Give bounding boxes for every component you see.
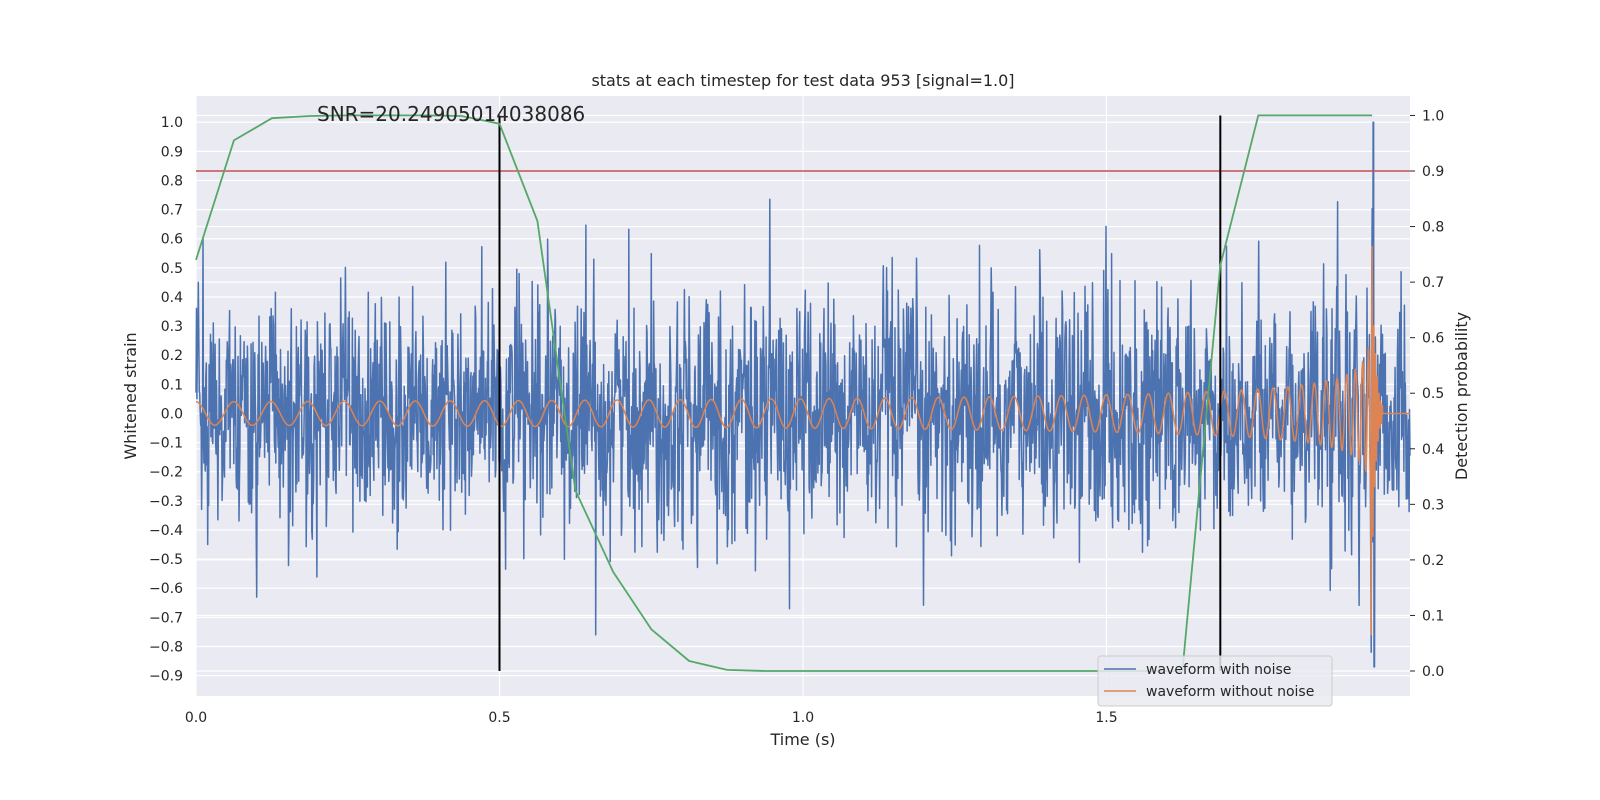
legend-label-noise: waveform with noise bbox=[1146, 662, 1291, 678]
y-tick-label: −0.2 bbox=[149, 465, 183, 481]
y2-tick-label: 1.0 bbox=[1422, 108, 1444, 124]
y2-axis-label: Detection probability bbox=[1452, 312, 1471, 480]
y2-tick-label: 0.2 bbox=[1422, 553, 1444, 569]
y2-tick-label: 0.4 bbox=[1422, 442, 1444, 458]
y-tick-label: −0.8 bbox=[149, 639, 183, 655]
y2-tick-label: 0.9 bbox=[1422, 164, 1444, 180]
y2-tick-label: 0.8 bbox=[1422, 220, 1444, 236]
y-tick-label: 0.4 bbox=[161, 290, 183, 306]
x-tick-label: 0.0 bbox=[185, 710, 207, 726]
y-tick-label: 0.9 bbox=[161, 144, 183, 160]
y-axis-label: Whitened strain bbox=[121, 332, 140, 459]
y2-tick-label: 0.7 bbox=[1422, 275, 1444, 291]
y2-tick-label: 0.3 bbox=[1422, 497, 1444, 513]
y-tick-label: 0.2 bbox=[161, 348, 183, 364]
y-tick-label: −0.7 bbox=[149, 610, 183, 626]
y-tick-label: 1.0 bbox=[161, 115, 183, 131]
ticks: 0.0 0.5 1.0 1.5 1.0 0.9 0.8 0.7 0.6 0.5 0.4 0.3 0.2 0… bbox=[149, 108, 1444, 726]
y2-tick-label: 0.0 bbox=[1422, 664, 1444, 680]
y-tick-label: 0.7 bbox=[161, 203, 183, 219]
x-tick-label: 1.0 bbox=[792, 710, 814, 726]
markers-group bbox=[498, 115, 1222, 671]
y-tick-label: 0.5 bbox=[161, 261, 183, 277]
y-tick-label: 0.6 bbox=[161, 232, 183, 248]
y-tick-label: −0.4 bbox=[149, 523, 183, 539]
x-tick-label: 0.5 bbox=[488, 710, 510, 726]
chart-title: stats at each timestep for test data 953… bbox=[591, 71, 1014, 90]
y-tick-label: −0.5 bbox=[149, 552, 183, 568]
y-tick-label: 0.3 bbox=[161, 319, 183, 335]
y2-tick-label: 0.5 bbox=[1422, 386, 1444, 402]
y-tick-label: 0.0 bbox=[161, 406, 183, 422]
y-tick-label: 0.8 bbox=[161, 173, 183, 189]
y-tick-label: −0.9 bbox=[149, 669, 183, 685]
y2-tick-label: 0.1 bbox=[1422, 608, 1444, 624]
x-tick-label: 1.5 bbox=[1095, 710, 1117, 726]
y-tick-label: −0.3 bbox=[149, 494, 183, 510]
snr-annotation: SNR=20.24905014038086 bbox=[317, 102, 585, 126]
legend-label-clean: waveform without noise bbox=[1146, 684, 1314, 700]
y2-tick-label: 0.6 bbox=[1422, 331, 1444, 347]
y-tick-label: −0.6 bbox=[149, 581, 183, 597]
x-axis-label: Time (s) bbox=[769, 730, 835, 749]
legend-box bbox=[1097, 655, 1333, 707]
y-tick-label: 0.1 bbox=[161, 377, 183, 393]
legend: waveform with noise waveform without noi… bbox=[1097, 655, 1333, 707]
y-tick-label: −0.1 bbox=[149, 436, 183, 452]
